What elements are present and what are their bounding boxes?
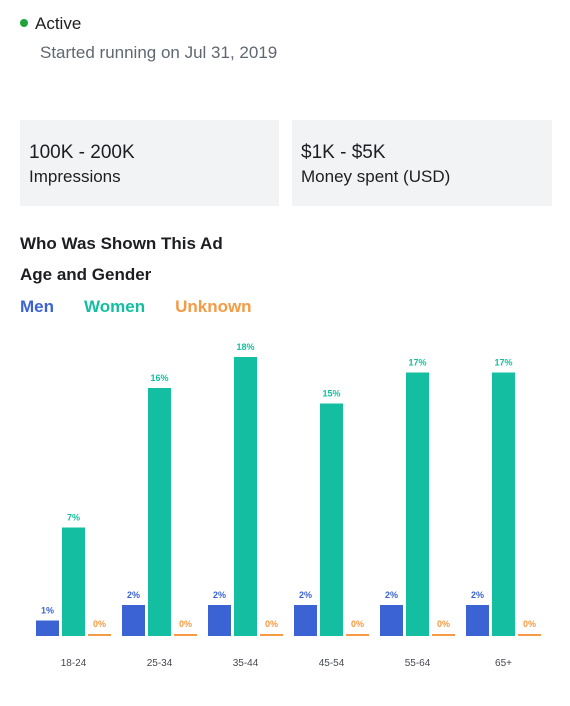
data-label-unknown-55-64: 0% bbox=[437, 619, 450, 629]
data-label-men-25-34: 2% bbox=[127, 590, 140, 600]
data-label-men-18-24: 1% bbox=[41, 606, 54, 616]
bar-women-35-44[interactable] bbox=[234, 357, 257, 636]
bar-women-45-54[interactable] bbox=[320, 403, 343, 637]
status-label: Active bbox=[35, 14, 82, 33]
x-tick-label: 55-64 bbox=[405, 658, 431, 669]
data-label-women-18-24: 7% bbox=[67, 513, 80, 523]
bar-women-18-24[interactable] bbox=[62, 527, 85, 637]
bar-men-55-64[interactable] bbox=[380, 605, 403, 636]
impressions-value: 100K - 200K bbox=[29, 142, 135, 163]
data-label-men-65+: 2% bbox=[471, 590, 484, 600]
data-label-unknown-45-54: 0% bbox=[351, 619, 364, 629]
money-spent-card: $1K - $5K Money spent (USD) bbox=[292, 120, 552, 206]
data-label-men-45-54: 2% bbox=[299, 590, 312, 600]
bar-women-55-64[interactable] bbox=[406, 372, 429, 637]
data-label-women-45-54: 15% bbox=[322, 389, 340, 399]
data-label-women-65+: 17% bbox=[494, 358, 512, 368]
x-tick-label: 25-34 bbox=[147, 658, 173, 669]
data-label-unknown-65+: 0% bbox=[523, 619, 536, 629]
bar-unknown-65+[interactable] bbox=[518, 634, 541, 636]
legend-women: Women bbox=[84, 297, 146, 316]
section-title: Who Was Shown This Ad bbox=[20, 234, 223, 253]
data-label-unknown-35-44: 0% bbox=[265, 619, 278, 629]
chart-legend: Men Women Unknown bbox=[20, 297, 282, 317]
bar-women-65+[interactable] bbox=[492, 372, 515, 637]
data-label-men-35-44: 2% bbox=[213, 590, 226, 600]
bar-men-18-24[interactable] bbox=[36, 620, 59, 637]
bar-unknown-55-64[interactable] bbox=[432, 634, 455, 636]
status-row: Active bbox=[20, 14, 81, 34]
bar-men-35-44[interactable] bbox=[208, 605, 231, 636]
data-label-men-55-64: 2% bbox=[385, 590, 398, 600]
bar-men-25-34[interactable] bbox=[122, 605, 145, 636]
legend-men: Men bbox=[20, 297, 54, 316]
x-tick-label: 18-24 bbox=[61, 658, 87, 669]
age-gender-bar-chart: 1% 7% 0% 18-24 2% 16% 0% 25-34 2% 18% 0% 35-44 2% 15%… bbox=[36, 342, 541, 669]
bar-men-65+[interactable] bbox=[466, 605, 489, 636]
legend-unknown: Unknown bbox=[175, 297, 252, 316]
bar-unknown-18-24[interactable] bbox=[88, 634, 111, 636]
money-spent-value: $1K - $5K bbox=[301, 142, 386, 163]
status-dot-icon bbox=[20, 19, 28, 27]
bar-unknown-35-44[interactable] bbox=[260, 634, 283, 636]
impressions-card: 100K - 200K Impressions bbox=[20, 120, 279, 206]
x-tick-label: 65+ bbox=[495, 658, 512, 669]
money-spent-label: Money spent (USD) bbox=[301, 167, 451, 186]
chart-title: Age and Gender bbox=[20, 265, 152, 284]
x-tick-label: 35-44 bbox=[233, 658, 259, 669]
data-label-unknown-25-34: 0% bbox=[179, 619, 192, 629]
bar-women-25-34[interactable] bbox=[148, 388, 171, 636]
bar-unknown-25-34[interactable] bbox=[174, 634, 197, 636]
impressions-label: Impressions bbox=[29, 167, 121, 186]
data-label-women-55-64: 17% bbox=[408, 358, 426, 368]
start-date-text: Started running on Jul 31, 2019 bbox=[40, 43, 278, 62]
data-label-women-35-44: 18% bbox=[236, 342, 254, 352]
bar-unknown-45-54[interactable] bbox=[346, 634, 369, 636]
bar-men-45-54[interactable] bbox=[294, 605, 317, 636]
data-label-unknown-18-24: 0% bbox=[93, 619, 106, 629]
data-label-women-25-34: 16% bbox=[150, 373, 168, 383]
x-tick-label: 45-54 bbox=[319, 658, 345, 669]
